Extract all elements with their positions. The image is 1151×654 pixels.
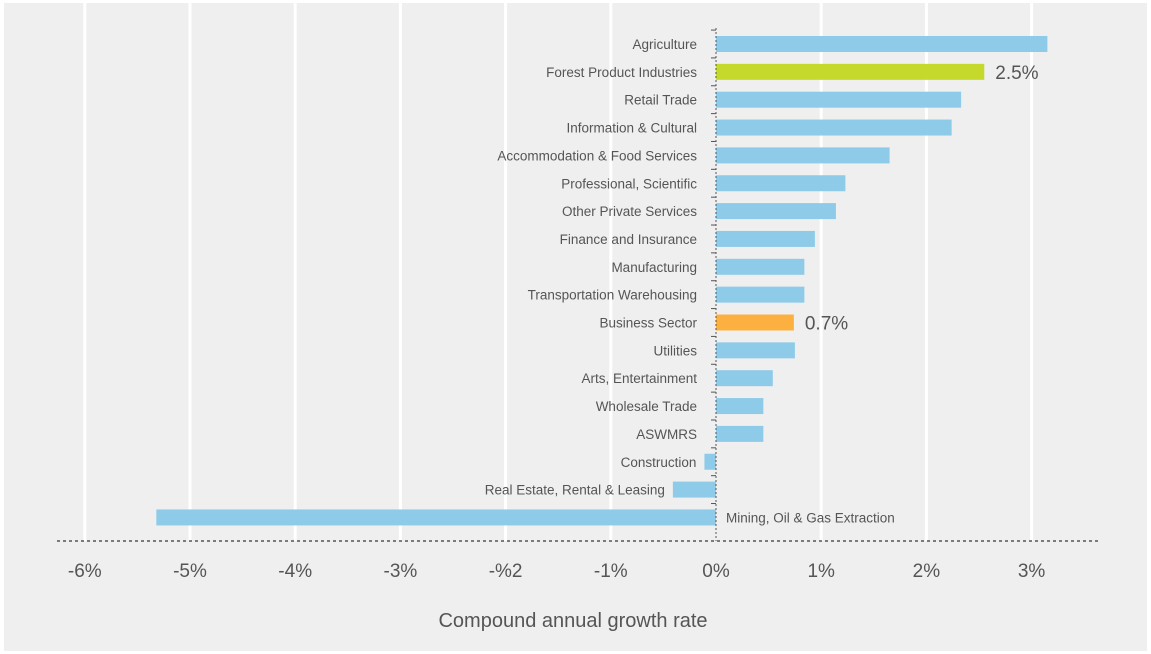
bar — [672, 481, 716, 498]
gridlines — [83, 3, 1034, 541]
x-tick-label: -5% — [173, 561, 207, 582]
category-label: Finance and Insurance — [560, 232, 697, 247]
x-tick-label: -3% — [384, 561, 418, 582]
category-label: Arts, Entertainment — [581, 371, 697, 386]
bar — [716, 203, 836, 220]
bar — [716, 175, 846, 192]
x-tick-label: 3% — [1018, 561, 1046, 582]
x-tick-label: -1% — [594, 561, 628, 582]
data-label: 2.5% — [995, 63, 1038, 84]
x-tick-label: -4% — [278, 561, 312, 582]
category-label: Information & Cultural — [566, 121, 697, 136]
category-label: Forest Product Industries — [546, 65, 697, 80]
category-label: Professional, Scientific — [561, 176, 697, 191]
x-tick-label: 2% — [913, 561, 941, 582]
category-label: Accommodation & Food Services — [497, 148, 697, 163]
x-axis: -6% -5% -4% -3% -%2 -1% 0% 1% 2% 3% — [57, 28, 1098, 582]
bar — [716, 119, 952, 136]
category-label: Utilities — [653, 343, 697, 358]
bar — [716, 36, 1048, 52]
category-label: Manufacturing — [611, 260, 697, 275]
category-label: Business Sector — [599, 316, 697, 331]
bar — [716, 370, 773, 387]
category-labels: Agriculture Forest Product Industries 2.5%… — [485, 37, 1039, 525]
category-label: Wholesale Trade — [596, 399, 697, 414]
x-tick-label: 1% — [807, 561, 835, 582]
category-label: Retail Trade — [624, 93, 697, 108]
x-tick-label: -6% — [68, 561, 102, 582]
bar — [716, 147, 890, 164]
category-label: Construction — [621, 455, 697, 470]
bar — [716, 314, 794, 331]
bar — [716, 230, 815, 247]
category-label: Mining, Oil & Gas Extraction — [726, 510, 895, 525]
bar — [716, 286, 805, 303]
chart-panel — [4, 3, 1147, 651]
bar — [716, 425, 764, 442]
x-tick-label: -%2 — [489, 561, 523, 582]
x-tick-label: 0% — [702, 561, 730, 582]
bars — [156, 36, 1048, 526]
category-label: ASWMRS — [636, 427, 697, 442]
bar — [716, 398, 764, 415]
data-label: 0.7% — [805, 314, 848, 335]
category-label: Transportation Warehousing — [528, 288, 697, 303]
category-label: Real Estate, Rental & Leasing — [485, 483, 665, 498]
bar — [704, 453, 716, 470]
bar — [716, 63, 985, 80]
category-label: Agriculture — [632, 37, 697, 52]
bar — [716, 258, 805, 275]
category-label: Other Private Services — [562, 204, 697, 219]
x-axis-title: Compound annual growth rate — [438, 610, 707, 632]
bar — [716, 91, 962, 108]
bar — [156, 509, 716, 526]
bar — [716, 342, 795, 359]
